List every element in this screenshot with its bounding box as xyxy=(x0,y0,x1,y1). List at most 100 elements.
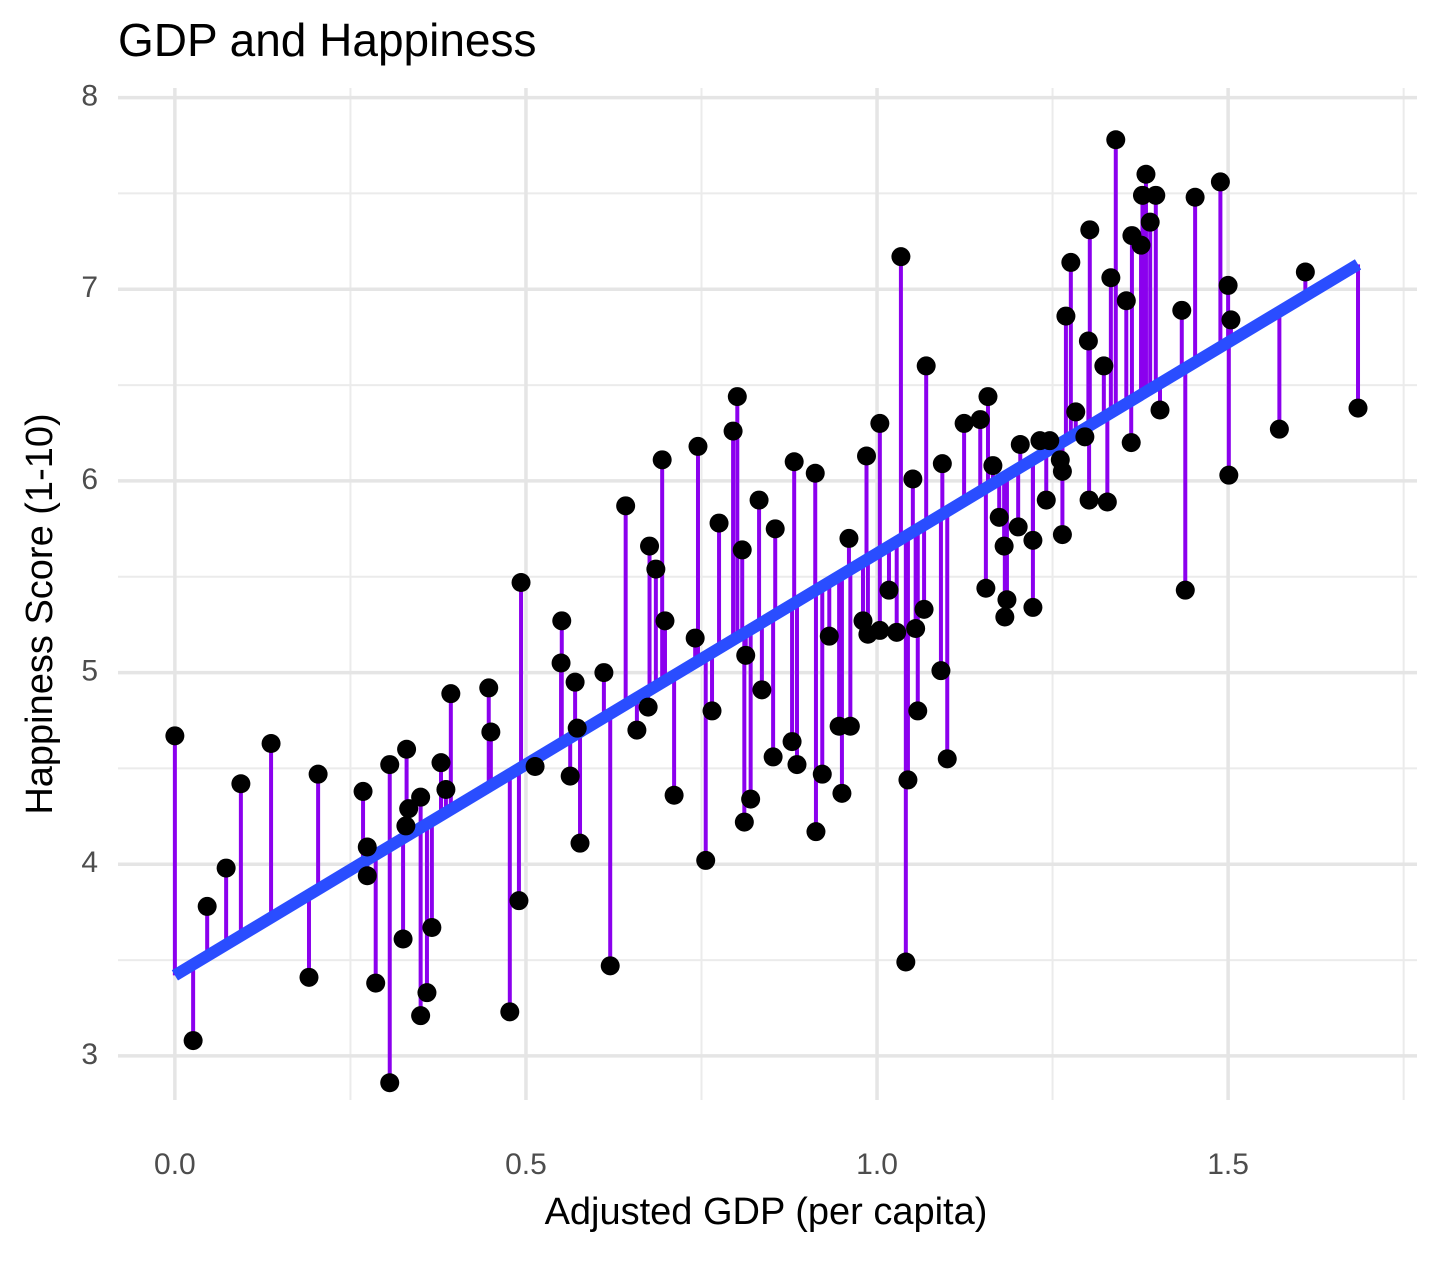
point xyxy=(380,755,400,775)
trend-line xyxy=(171,259,1362,981)
point xyxy=(995,607,1015,627)
point xyxy=(525,757,545,776)
point xyxy=(441,684,461,704)
point xyxy=(906,619,926,638)
point xyxy=(197,896,217,916)
point xyxy=(978,387,998,407)
point xyxy=(1140,212,1160,232)
point xyxy=(357,837,377,857)
point xyxy=(1097,492,1117,512)
point xyxy=(741,789,761,809)
point xyxy=(784,452,804,472)
point xyxy=(652,450,672,470)
point xyxy=(261,734,281,753)
point xyxy=(1094,356,1114,376)
point xyxy=(1116,291,1136,311)
point xyxy=(216,858,236,878)
point xyxy=(393,929,413,949)
point xyxy=(749,490,769,510)
point xyxy=(812,764,832,784)
point xyxy=(806,822,826,842)
point xyxy=(1075,427,1095,447)
point xyxy=(646,559,666,579)
point xyxy=(908,701,928,721)
point xyxy=(932,454,952,474)
point xyxy=(411,787,431,807)
y-axis-title: Happiness Score (1-10) xyxy=(19,413,61,814)
point xyxy=(570,833,590,853)
chart-title: GDP and Happiness xyxy=(118,14,537,66)
point xyxy=(640,536,660,556)
point xyxy=(1008,517,1028,537)
point xyxy=(299,967,319,987)
point xyxy=(782,732,802,752)
point xyxy=(655,611,675,631)
point xyxy=(1121,433,1141,453)
point xyxy=(479,678,499,698)
point xyxy=(970,410,990,430)
point xyxy=(1172,300,1192,320)
point xyxy=(664,785,684,805)
point xyxy=(511,573,531,592)
point xyxy=(736,645,756,665)
y-tick-label: 6 xyxy=(81,463,98,496)
point xyxy=(1023,597,1043,617)
point xyxy=(183,1031,203,1051)
point xyxy=(1040,431,1060,451)
point xyxy=(481,722,501,742)
point xyxy=(891,247,911,267)
point xyxy=(1036,490,1056,510)
point xyxy=(734,812,754,832)
point xyxy=(879,580,899,600)
point xyxy=(763,747,783,767)
point xyxy=(308,764,328,784)
point xyxy=(937,749,957,769)
point xyxy=(723,421,743,441)
point xyxy=(931,661,951,681)
point xyxy=(399,799,419,819)
point xyxy=(1132,185,1152,205)
point xyxy=(819,626,839,646)
point xyxy=(560,766,580,786)
point xyxy=(896,952,916,972)
point xyxy=(765,519,785,539)
point xyxy=(994,536,1014,556)
point xyxy=(436,780,456,799)
point xyxy=(1056,306,1076,326)
point xyxy=(805,463,825,483)
point xyxy=(1348,398,1368,418)
point xyxy=(353,781,373,801)
point xyxy=(1219,465,1239,485)
y-tick-label: 7 xyxy=(81,271,98,304)
point xyxy=(616,496,636,516)
point xyxy=(600,956,620,976)
point xyxy=(983,456,1003,476)
point xyxy=(1066,402,1086,422)
point xyxy=(870,620,890,640)
point xyxy=(727,387,747,407)
point xyxy=(1010,435,1030,454)
x-tick-label: 0.5 xyxy=(505,1148,547,1181)
point xyxy=(1210,172,1230,192)
point xyxy=(1136,164,1156,184)
point xyxy=(1052,525,1072,545)
point xyxy=(1131,235,1151,255)
point xyxy=(380,1073,400,1093)
point xyxy=(1078,331,1098,351)
point xyxy=(1175,580,1195,600)
point xyxy=(1101,268,1121,288)
point xyxy=(976,578,996,598)
point xyxy=(431,753,451,773)
point xyxy=(1023,530,1043,550)
y-tick-label: 8 xyxy=(81,80,98,113)
point xyxy=(997,590,1017,610)
point xyxy=(551,653,571,673)
point xyxy=(752,680,772,700)
point xyxy=(1218,275,1238,295)
point xyxy=(231,774,251,794)
point xyxy=(565,672,585,692)
point xyxy=(857,446,877,466)
y-tick-label: 5 xyxy=(81,655,98,688)
point xyxy=(396,816,416,836)
point xyxy=(839,528,859,548)
